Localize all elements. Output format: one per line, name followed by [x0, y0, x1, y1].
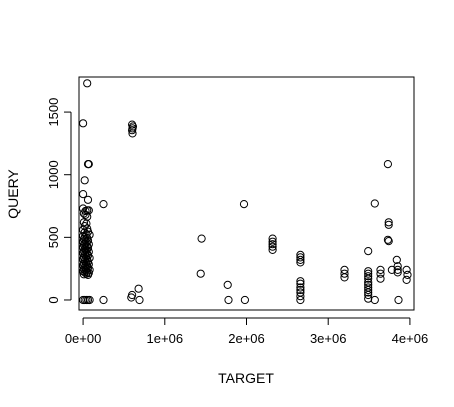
data-point — [402, 265, 411, 274]
data-point — [370, 295, 379, 305]
data-point — [402, 275, 411, 284]
data-point — [340, 273, 349, 282]
data-point — [364, 247, 373, 256]
data-point — [81, 210, 90, 219]
data-point — [81, 206, 90, 216]
data-point — [296, 277, 305, 286]
data-point — [393, 265, 402, 274]
data-point — [79, 119, 88, 128]
y-tick-label: 0 — [46, 296, 61, 303]
data-point — [384, 220, 393, 229]
data-point — [393, 262, 402, 271]
data-point — [376, 265, 385, 274]
data-point — [364, 274, 373, 283]
x-tick-label: 4e+06 — [392, 331, 429, 346]
data-point — [79, 190, 88, 199]
data-point — [268, 242, 277, 251]
data-point — [82, 219, 91, 228]
y-axis: 0 500 1000 1500 — [46, 98, 72, 304]
data-point — [268, 237, 277, 246]
x-tick-label: 1e+06 — [147, 331, 184, 346]
data-point — [268, 240, 277, 249]
data-point — [383, 235, 392, 244]
data-point — [268, 245, 277, 254]
data-point — [364, 290, 373, 300]
data-point — [99, 295, 108, 305]
data-point — [268, 234, 277, 243]
y-tick-label: 500 — [46, 226, 61, 248]
data-point — [84, 160, 93, 169]
data-point — [296, 258, 305, 267]
data-point — [296, 285, 305, 295]
data-point — [364, 285, 373, 295]
plot-box — [78, 76, 415, 311]
data-point — [128, 126, 137, 135]
data-point — [79, 237, 88, 246]
data-point — [239, 200, 249, 209]
data-point — [392, 255, 401, 264]
data-point — [79, 270, 89, 279]
data-points — [79, 79, 412, 305]
data-point — [384, 237, 393, 246]
data-point — [383, 160, 392, 169]
data-point — [128, 290, 137, 300]
data-point — [296, 255, 305, 264]
data-point — [340, 269, 349, 278]
data-point — [135, 295, 144, 305]
y-axis-label: QUERY — [5, 169, 21, 219]
data-point — [384, 218, 393, 227]
data-point — [364, 288, 373, 297]
data-point — [364, 272, 373, 281]
data-point — [99, 200, 108, 209]
data-point — [296, 283, 305, 292]
data-point — [83, 195, 93, 204]
data-point — [224, 295, 233, 305]
data-point — [296, 253, 305, 262]
data-point — [364, 269, 373, 278]
data-point — [393, 268, 402, 277]
data-point — [394, 295, 403, 305]
data-point — [128, 129, 137, 138]
x-tick-label: 3e+06 — [310, 331, 347, 346]
y-tick-label: 1000 — [46, 160, 61, 189]
data-point — [376, 269, 385, 278]
data-point — [83, 270, 93, 279]
data-point — [296, 279, 305, 288]
x-tick-label: 0e+00 — [65, 331, 102, 346]
x-axis-label: TARGET — [218, 370, 274, 386]
data-point — [240, 295, 249, 305]
x-tick-label: 2e+06 — [228, 331, 265, 346]
data-point — [85, 295, 94, 305]
data-point — [296, 295, 305, 305]
data-point — [196, 269, 205, 278]
data-point — [83, 79, 92, 88]
data-point — [370, 199, 379, 208]
data-point — [403, 270, 412, 279]
x-axis: 0e+00 1e+06 2e+06 3e+06 4e+06 — [65, 317, 429, 346]
data-point — [223, 280, 232, 289]
data-point — [296, 292, 305, 301]
data-point — [134, 284, 143, 293]
data-point — [197, 234, 206, 243]
data-point — [376, 274, 385, 283]
data-point — [80, 176, 89, 185]
y-tick-label: 1500 — [46, 98, 61, 127]
